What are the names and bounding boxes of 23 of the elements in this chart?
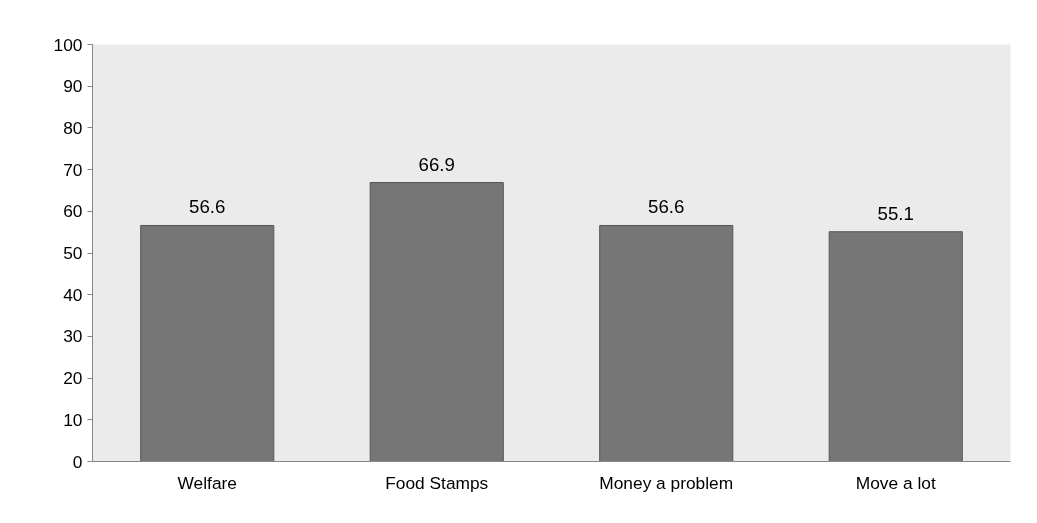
y-tick-label: 30: [63, 326, 83, 347]
x-tick-label: Money a problem: [599, 472, 734, 493]
data-label: 66.9: [418, 153, 455, 175]
y-tick-label: 90: [63, 76, 83, 97]
data-label: 56.6: [648, 196, 685, 218]
y-tick-label: 60: [63, 201, 83, 222]
x-tick-label: Welfare: [177, 472, 237, 493]
data-label: 55.1: [877, 202, 914, 224]
y-tick-label: 50: [63, 243, 83, 263]
y-tick-label: 20: [63, 368, 83, 389]
data-label: 56.6: [189, 196, 226, 218]
y-tick-label: 80: [63, 117, 83, 138]
y-tick-label: 40: [63, 284, 83, 305]
bar: [828, 231, 963, 462]
x-tick-label: Food Stamps: [385, 472, 489, 493]
y-tick-label: 100: [53, 34, 83, 55]
bar: [140, 224, 275, 462]
y-tick-label: 10: [63, 409, 83, 430]
bar: [369, 182, 504, 462]
y-tick-label: 70: [63, 159, 83, 180]
x-tick-label: Move a lot: [855, 472, 936, 493]
y-tick-label: 0: [72, 451, 83, 472]
bar: [599, 224, 734, 462]
